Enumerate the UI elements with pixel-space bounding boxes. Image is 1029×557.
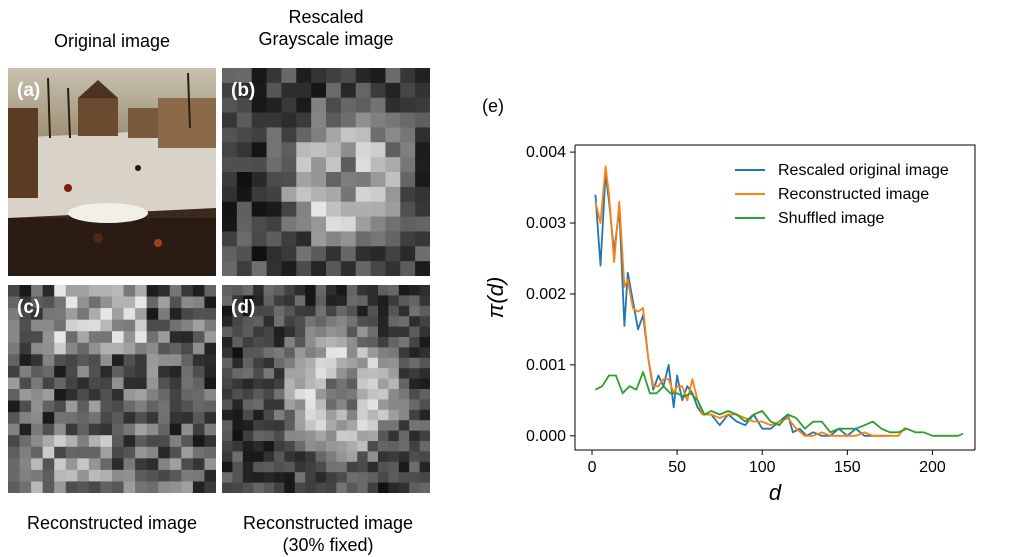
caption-reconstructed-image: Reconstructed image xyxy=(26,513,198,533)
panel-label-d: (d) xyxy=(231,297,256,318)
x-tick-label: 50 xyxy=(668,459,686,476)
distance-distribution-chart: 0 50 100 150 200 0.000 0.001 0.002 0.003 0.004 d π(… xyxy=(483,144,976,505)
pixel-grid-d xyxy=(222,285,430,493)
x-tick-label: 100 xyxy=(749,459,776,476)
y-axis-label: π(d) xyxy=(483,277,508,319)
y-tick-label: 0.001 xyxy=(526,357,566,374)
axis-spines-left-bottom xyxy=(574,145,975,451)
legend-entry: Shuffled image xyxy=(778,210,885,227)
x-axis-label: d xyxy=(769,480,782,505)
x-tick-label: 200 xyxy=(919,459,946,476)
pixel-grid-b xyxy=(222,68,430,276)
caption-rescaled-grayscale: Rescaled Grayscale image xyxy=(258,7,394,49)
painting-thumbnail xyxy=(8,68,216,276)
chart-panel-label: (e) xyxy=(482,96,504,116)
panel-label-b: (b) xyxy=(231,80,256,101)
panel-b-rescaled-grayscale: (b) xyxy=(222,68,430,276)
x-tick-label: 150 xyxy=(834,459,861,476)
y-tick-label: 0.000 xyxy=(526,428,566,445)
y-tick-label: 0.004 xyxy=(526,144,566,161)
legend-entry: Reconstructed image xyxy=(778,186,929,203)
panel-a-original-image: (a) xyxy=(8,68,216,276)
series-line-shuffled-image xyxy=(594,371,964,437)
panel-c-reconstructed: (c) xyxy=(8,285,216,493)
caption-reconstructed-30-fixed: Reconstructed image (30% fixed) xyxy=(242,513,414,555)
y-tick-label: 0.003 xyxy=(526,215,566,232)
x-tick-label: 0 xyxy=(588,459,597,476)
axis-spines-top-right xyxy=(575,144,976,450)
panel-label-c: (c) xyxy=(17,297,41,318)
panel-d-reconstructed-fixed: (d) xyxy=(222,285,430,493)
caption-original-image: Original image xyxy=(53,31,171,51)
y-tick-label: 0.002 xyxy=(526,286,566,303)
pixel-grid-c xyxy=(8,285,216,493)
series-line-reconstructed-image xyxy=(594,165,906,437)
panel-label-a: (a) xyxy=(17,80,41,101)
legend-entry: Rescaled original image xyxy=(778,162,949,179)
